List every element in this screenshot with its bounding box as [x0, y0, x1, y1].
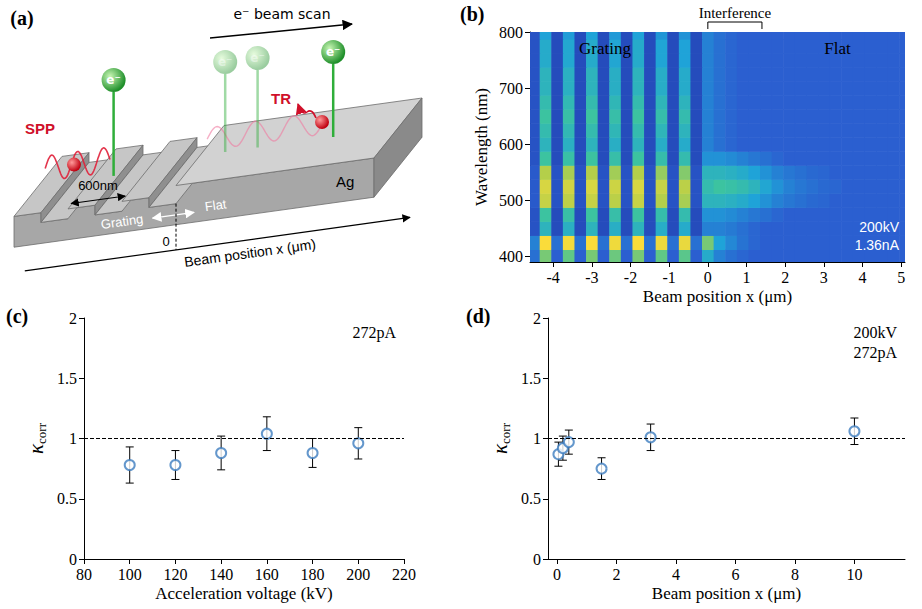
svg-text:Grating: Grating: [579, 39, 631, 58]
svg-text:(a): (a): [10, 7, 33, 30]
svg-text:e⁻: e⁻: [326, 45, 340, 59]
svg-text:1: 1: [69, 430, 77, 447]
svg-text:160: 160: [255, 566, 279, 583]
svg-text:0: 0: [704, 269, 712, 286]
svg-text:0.5: 0.5: [57, 490, 77, 507]
svg-text:Flat: Flat: [824, 39, 851, 58]
svg-text:(c): (c): [6, 305, 28, 328]
svg-text:2: 2: [612, 566, 620, 583]
svg-text:corr: corr: [498, 422, 513, 444]
svg-text:600: 600: [499, 136, 523, 153]
svg-text:2: 2: [533, 310, 541, 327]
svg-text:0: 0: [533, 551, 541, 568]
svg-text:0: 0: [69, 550, 77, 568]
svg-text:Beam position x (μm): Beam position x (μm): [183, 236, 317, 270]
svg-text:800: 800: [499, 24, 523, 41]
svg-text:(b): (b): [460, 3, 484, 26]
svg-text:2: 2: [69, 310, 77, 327]
svg-text:SPP: SPP: [25, 120, 55, 137]
svg-text:e⁻: e⁻: [250, 51, 264, 65]
svg-text:180: 180: [301, 566, 325, 583]
svg-text:10: 10: [846, 566, 862, 583]
svg-text:κ: κ: [488, 443, 512, 454]
svg-text:2: 2: [781, 269, 789, 286]
svg-text:-4: -4: [547, 269, 560, 286]
svg-text:140: 140: [209, 566, 233, 583]
svg-text:5: 5: [897, 269, 905, 286]
svg-text:Beam position x (μm): Beam position x (μm): [643, 287, 792, 306]
svg-text:1: 1: [742, 269, 750, 286]
svg-text:400: 400: [499, 248, 523, 265]
svg-text:Interference: Interference: [699, 5, 772, 21]
svg-text:3: 3: [820, 269, 828, 286]
svg-text:120: 120: [163, 566, 187, 583]
svg-text:Flat: Flat: [204, 196, 228, 214]
svg-text:(d): (d): [466, 305, 490, 328]
svg-text:Acceleration voltage (kV): Acceleration voltage (kV): [155, 584, 332, 603]
svg-text:4: 4: [858, 269, 866, 286]
svg-text:272pA: 272pA: [853, 344, 897, 362]
svg-text:0: 0: [553, 566, 561, 583]
svg-text:-3: -3: [585, 269, 598, 286]
svg-text:0: 0: [162, 234, 169, 249]
svg-text:200: 200: [346, 566, 370, 583]
svg-text:500: 500: [499, 192, 523, 209]
svg-text:e⁻: e⁻: [218, 55, 232, 69]
svg-text:8: 8: [791, 566, 799, 583]
svg-text:4: 4: [672, 566, 680, 583]
svg-text:0.5: 0.5: [521, 490, 541, 507]
svg-text:-2: -2: [624, 269, 637, 286]
svg-text:Wavelength (nm): Wavelength (nm): [472, 88, 491, 206]
svg-text:700: 700: [499, 80, 523, 97]
svg-text:272pA: 272pA: [352, 324, 396, 342]
svg-text:1.5: 1.5: [521, 370, 541, 387]
svg-text:e⁻: e⁻: [106, 73, 120, 87]
svg-text:220: 220: [392, 566, 416, 583]
svg-text:-1: -1: [663, 269, 676, 286]
svg-text:600nm: 600nm: [78, 178, 118, 193]
svg-text:100: 100: [118, 566, 142, 583]
svg-text:TR: TR: [271, 90, 291, 107]
svg-text:Ag: Ag: [336, 173, 354, 190]
svg-text:1.36nA: 1.36nA: [855, 237, 900, 253]
svg-text:200kV: 200kV: [859, 219, 899, 235]
svg-text:200kV: 200kV: [853, 324, 897, 341]
svg-text:corr: corr: [34, 422, 49, 444]
svg-text:e⁻ beam scan: e⁻ beam scan: [233, 6, 330, 22]
svg-text:6: 6: [731, 566, 739, 583]
svg-text:1: 1: [533, 430, 541, 447]
svg-text:80: 80: [76, 566, 92, 583]
svg-text:Beam position x (μm): Beam position x (μm): [652, 584, 801, 603]
svg-text:Grating: Grating: [100, 211, 144, 232]
svg-text:κ: κ: [24, 443, 48, 454]
svg-text:1.5: 1.5: [57, 370, 77, 387]
